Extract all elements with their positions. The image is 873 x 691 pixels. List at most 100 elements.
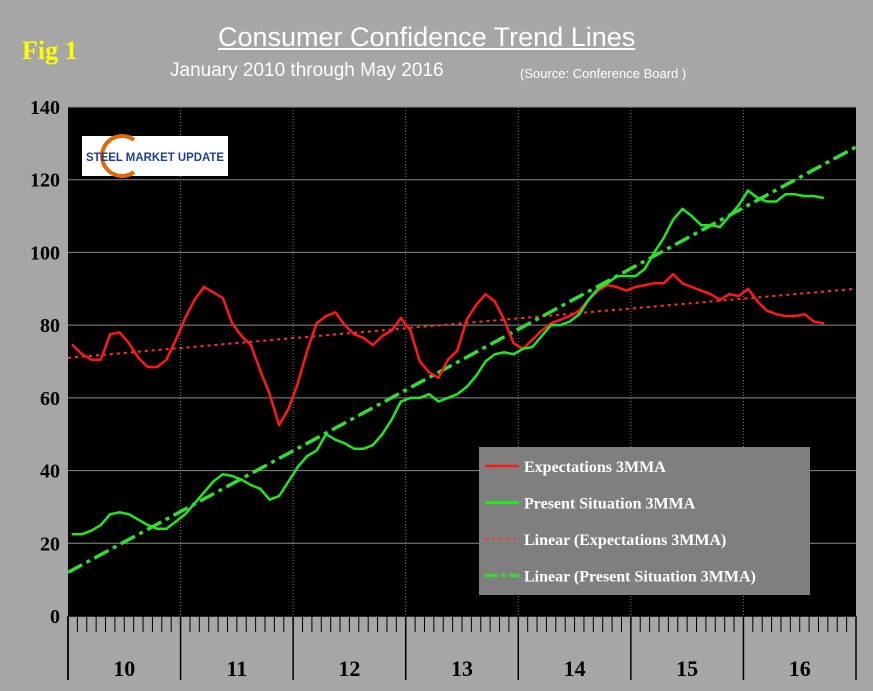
data-point	[634, 285, 637, 289]
data-point	[165, 358, 168, 361]
x-year-label: 12	[338, 656, 360, 681]
data-point	[709, 223, 712, 227]
data-point	[127, 342, 131, 345]
y-tick-label: 80	[40, 315, 60, 337]
data-point	[615, 285, 618, 289]
data-point	[437, 376, 440, 380]
data-point	[690, 214, 694, 218]
data-point	[446, 358, 450, 361]
data-point	[427, 371, 431, 374]
data-point	[540, 329, 543, 332]
data-point	[80, 353, 84, 356]
y-tick-label: 40	[40, 461, 60, 483]
data-point	[71, 532, 74, 536]
data-point	[737, 294, 740, 298]
data-point	[643, 283, 647, 287]
data-point	[99, 358, 103, 361]
data-point	[296, 465, 300, 469]
data-point	[165, 527, 168, 530]
data-point	[446, 396, 450, 400]
data-point	[202, 285, 206, 289]
data-point	[259, 369, 262, 372]
data-point	[775, 200, 778, 203]
data-point	[521, 347, 525, 350]
x-year-label: 14	[564, 656, 586, 681]
data-point	[174, 338, 178, 341]
legend-box	[479, 447, 810, 595]
data-point	[512, 353, 515, 356]
data-point	[296, 382, 300, 385]
figure-label: Fig 1	[22, 36, 78, 65]
data-point	[624, 274, 628, 278]
data-point	[146, 523, 149, 527]
data-point	[662, 282, 665, 285]
data-point	[465, 318, 468, 321]
data-point	[174, 520, 178, 523]
data-point	[90, 358, 93, 361]
data-point	[249, 343, 253, 347]
data-point	[793, 314, 797, 318]
data-point	[615, 274, 618, 278]
data-point	[352, 333, 356, 336]
data-point	[503, 351, 506, 354]
data-point	[193, 298, 196, 301]
data-point	[681, 282, 684, 285]
data-point	[662, 236, 665, 240]
data-point	[127, 513, 131, 516]
data-point	[230, 474, 234, 478]
data-point	[718, 225, 722, 229]
data-point	[700, 289, 703, 292]
data-point	[821, 196, 825, 200]
data-point	[137, 518, 140, 521]
chart-subtitle: January 2010 through May 2016	[170, 60, 444, 81]
data-point	[155, 527, 159, 530]
data-point	[559, 323, 562, 327]
data-point	[277, 423, 281, 427]
data-point	[324, 433, 328, 436]
trend-line-expectations	[67, 287, 857, 359]
data-point	[418, 360, 421, 363]
series-points-present	[71, 189, 825, 536]
data-point	[493, 300, 497, 303]
data-point	[643, 267, 647, 270]
y-tick-label: 60	[40, 388, 60, 410]
data-point	[137, 356, 140, 360]
data-point	[427, 393, 431, 396]
data-point	[746, 287, 750, 290]
data-point	[306, 454, 309, 458]
legend-label: Linear (Expectations 3MMA)	[524, 532, 726, 549]
y-tick-label: 140	[30, 97, 60, 119]
data-point	[409, 396, 412, 400]
y-tick-label: 120	[30, 170, 60, 192]
data-point	[821, 322, 825, 325]
data-point	[784, 314, 787, 318]
data-point	[559, 318, 562, 321]
data-point	[184, 316, 187, 320]
chart-source: (Source: Conference Board )	[520, 66, 687, 81]
data-point	[259, 487, 262, 490]
data-point	[202, 491, 206, 494]
data-point	[80, 532, 84, 536]
x-year-label: 11	[226, 656, 247, 681]
data-point	[728, 293, 731, 296]
data-point	[671, 273, 675, 276]
data-point	[531, 345, 534, 349]
data-point	[484, 360, 487, 363]
data-point	[221, 473, 224, 476]
data-point	[474, 303, 478, 307]
data-point	[240, 478, 243, 481]
data-point	[718, 298, 722, 301]
data-point	[540, 334, 543, 338]
data-point	[737, 203, 740, 207]
data-point	[765, 309, 769, 312]
data-point	[277, 494, 281, 498]
data-point	[634, 274, 637, 278]
data-point	[362, 336, 365, 340]
data-point	[671, 218, 675, 221]
data-point	[568, 314, 572, 318]
legend-label: Present Situation 3MMA	[524, 496, 696, 513]
data-point	[512, 342, 515, 345]
data-point	[812, 194, 815, 198]
data-point	[306, 349, 309, 352]
